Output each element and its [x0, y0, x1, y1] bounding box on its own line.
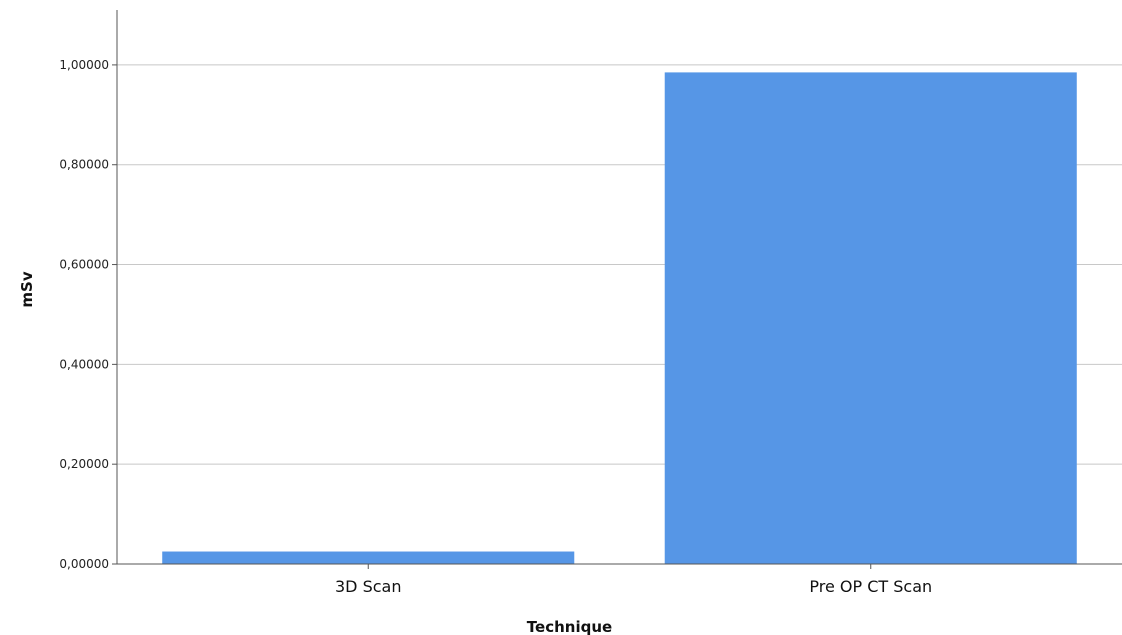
y-tick-label: 1,00000: [59, 58, 109, 72]
y-tick-label: 0,60000: [59, 258, 109, 272]
y-tick-label: 0,80000: [59, 158, 109, 172]
bar: [162, 551, 575, 564]
x-tick-label: 3D Scan: [335, 577, 401, 596]
y-tick-labels: 0,00000 0,20000 0,40000 0,60000 0,80000 1,000…: [59, 58, 117, 571]
bar: [664, 72, 1077, 565]
y-tick-label: 0,20000: [59, 457, 109, 471]
y-tick-label: 0,40000: [59, 357, 109, 371]
y-axis-title: mSv: [18, 271, 36, 307]
bars: [162, 72, 1077, 565]
y-tick-label: 0,00000: [59, 557, 109, 571]
x-tick-label: Pre OP CT Scan: [809, 577, 932, 596]
x-tick-labels: 3D Scan Pre OP CT Scan: [335, 564, 932, 596]
x-axis-title: Technique: [527, 618, 612, 635]
